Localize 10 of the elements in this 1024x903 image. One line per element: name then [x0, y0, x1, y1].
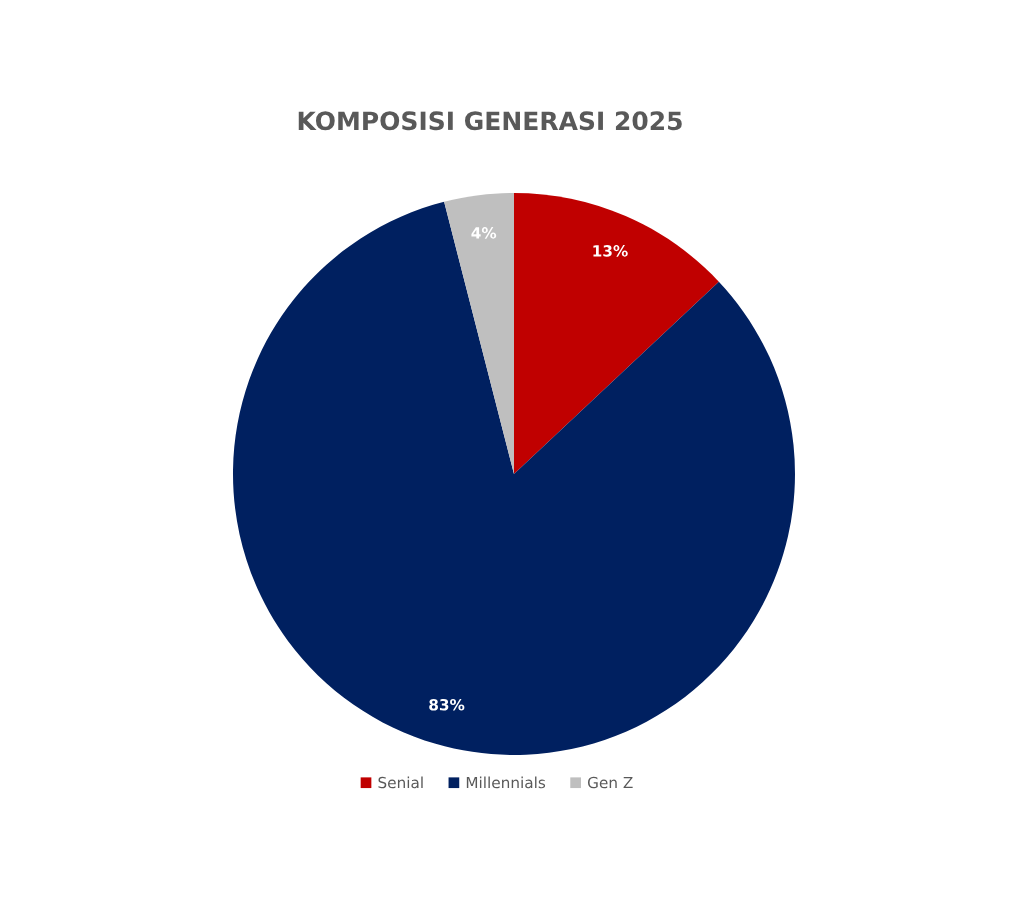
pie-slice	[444, 193, 514, 474]
legend-label: Millennials	[466, 776, 546, 789]
pie-slice	[514, 193, 719, 474]
data-label: 83%	[429, 698, 465, 711]
legend-label: Gen Z	[587, 776, 633, 789]
pie-slice	[233, 201, 795, 755]
data-label: 13%	[593, 245, 628, 257]
chart-title: KOMPOSISI GENERASI 2025	[298, 111, 682, 131]
data-label: 4%	[471, 227, 497, 239]
legend-label: Senial	[378, 776, 423, 789]
